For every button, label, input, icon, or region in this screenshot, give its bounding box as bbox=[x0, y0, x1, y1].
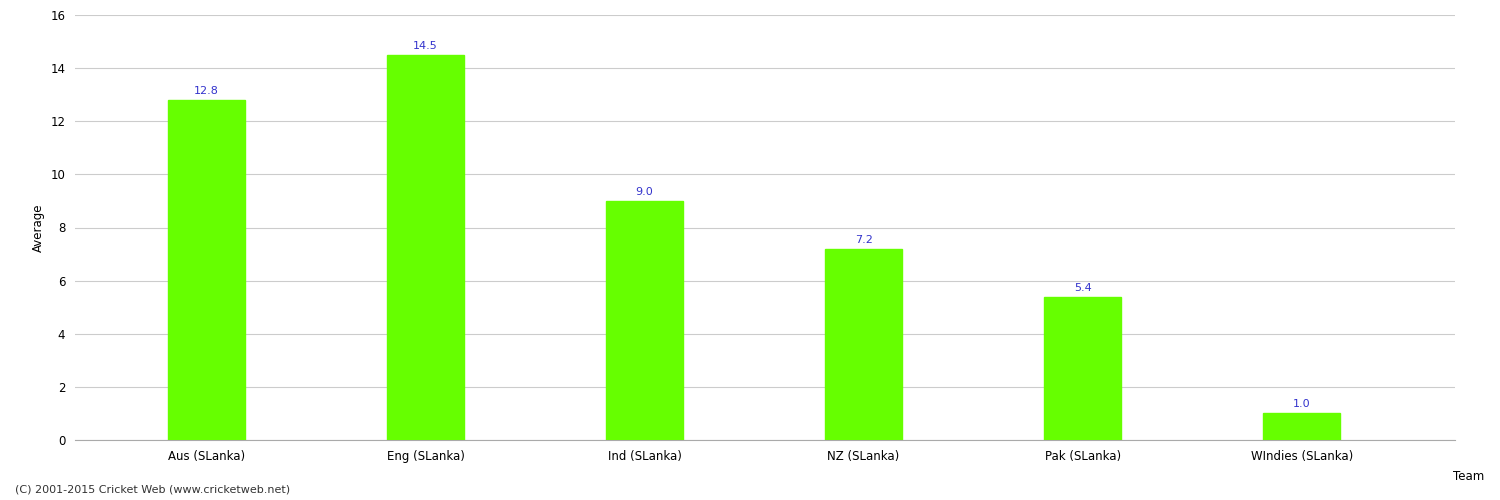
Text: 14.5: 14.5 bbox=[413, 41, 438, 51]
Text: 7.2: 7.2 bbox=[855, 235, 873, 245]
Text: 9.0: 9.0 bbox=[636, 187, 654, 197]
Bar bbox=[1263, 414, 1340, 440]
Bar bbox=[606, 201, 682, 440]
Text: (C) 2001-2015 Cricket Web (www.cricketweb.net): (C) 2001-2015 Cricket Web (www.cricketwe… bbox=[15, 485, 290, 495]
Y-axis label: Average: Average bbox=[32, 203, 45, 252]
Bar bbox=[825, 248, 902, 440]
Bar bbox=[168, 100, 244, 440]
Text: 5.4: 5.4 bbox=[1074, 282, 1092, 292]
Text: 12.8: 12.8 bbox=[194, 86, 219, 96]
X-axis label: Team: Team bbox=[1454, 470, 1485, 483]
Text: 1.0: 1.0 bbox=[1293, 400, 1311, 409]
Bar bbox=[387, 55, 464, 440]
Bar bbox=[1044, 296, 1120, 440]
